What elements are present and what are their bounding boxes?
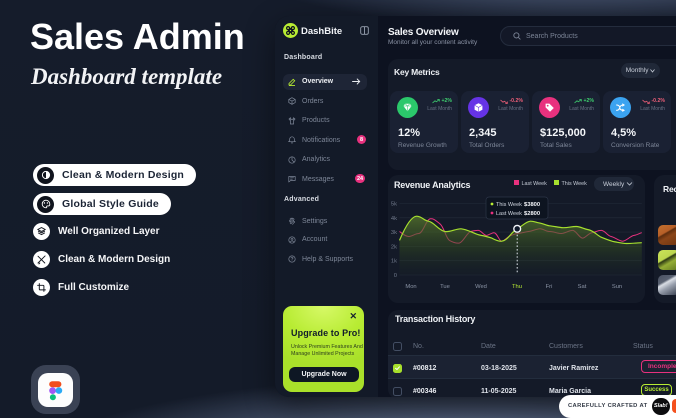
svg-text:Weekly: Weekly bbox=[603, 181, 625, 188]
svg-text:Last Week: Last Week bbox=[522, 181, 548, 187]
svg-text:Sat: Sat bbox=[578, 284, 587, 290]
svg-text:Tue: Tue bbox=[440, 284, 450, 290]
svg-text:3k: 3k bbox=[391, 230, 397, 236]
svg-text:Thu: Thu bbox=[512, 284, 522, 290]
svg-text:4k: 4k bbox=[391, 216, 397, 222]
svg-text:2k: 2k bbox=[391, 244, 397, 250]
svg-text:$3800: $3800 bbox=[524, 202, 540, 208]
svg-text:$2800: $2800 bbox=[524, 211, 540, 217]
svg-text:1k: 1k bbox=[391, 259, 397, 265]
svg-text:Mon: Mon bbox=[405, 284, 416, 290]
svg-text:Wed: Wed bbox=[475, 284, 487, 290]
svg-text:5k: 5k bbox=[391, 202, 397, 208]
svg-text:This Week: This Week bbox=[562, 181, 588, 187]
svg-text:Sun: Sun bbox=[612, 284, 622, 290]
svg-text:Revenue Analytics: Revenue Analytics bbox=[394, 180, 470, 190]
svg-text:This Week: This Week bbox=[496, 202, 522, 208]
svg-text:Last Week: Last Week bbox=[496, 211, 522, 217]
svg-text:Fri: Fri bbox=[546, 284, 553, 290]
svg-text:0: 0 bbox=[394, 273, 397, 279]
